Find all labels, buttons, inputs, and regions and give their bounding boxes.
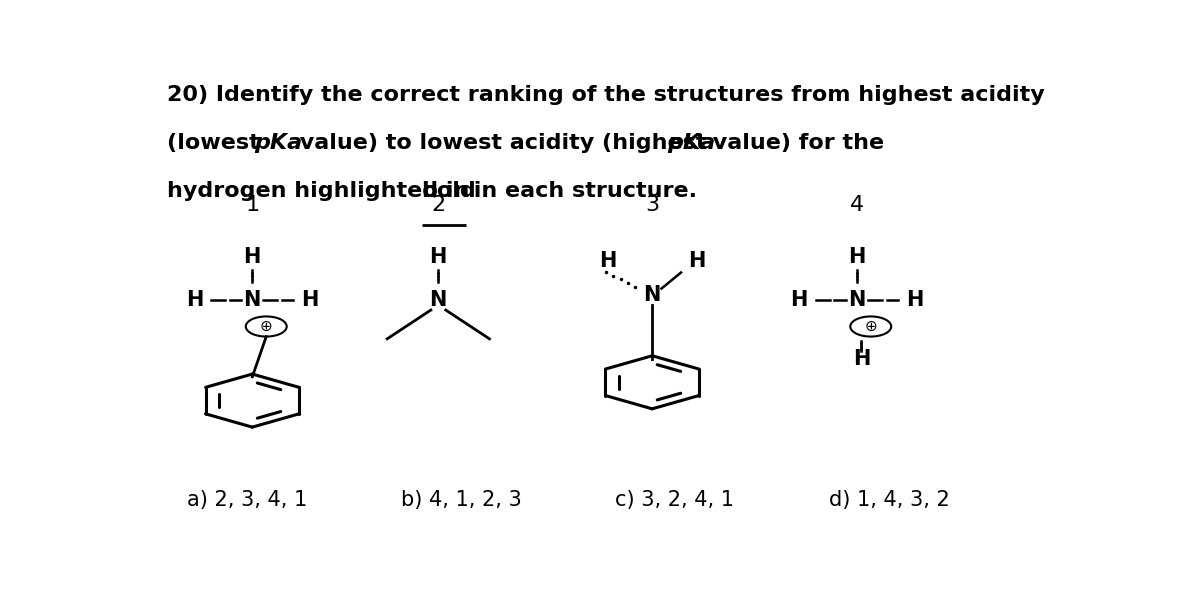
Text: N: N (848, 290, 865, 310)
Text: ⊕: ⊕ (260, 319, 272, 334)
Text: hydrogen highlighted in: hydrogen highlighted in (167, 181, 476, 201)
Text: H: H (688, 251, 706, 271)
Text: bold: bold (421, 181, 476, 201)
Text: b) 4, 1, 2, 3: b) 4, 1, 2, 3 (401, 491, 522, 510)
Text: 3: 3 (646, 195, 659, 215)
Text: 2: 2 (431, 195, 445, 215)
Text: value) to lowest acidity (highest: value) to lowest acidity (highest (293, 133, 714, 153)
Text: H: H (186, 290, 203, 310)
Text: H: H (244, 247, 260, 267)
Text: H: H (791, 290, 808, 310)
Text: pKa: pKa (667, 133, 715, 153)
Text: N: N (244, 290, 260, 310)
Text: H: H (853, 349, 870, 369)
Text: d) 1, 4, 3, 2: d) 1, 4, 3, 2 (829, 491, 949, 510)
Text: N: N (430, 290, 446, 310)
Text: pKa: pKa (254, 133, 302, 153)
Text: c) 3, 2, 4, 1: c) 3, 2, 4, 1 (616, 491, 734, 510)
Text: in each structure.: in each structure. (466, 181, 697, 201)
Text: 1: 1 (245, 195, 259, 215)
Text: value) for the: value) for the (706, 133, 884, 153)
Text: H: H (599, 251, 617, 271)
Text: H: H (848, 247, 865, 267)
Text: 4: 4 (850, 195, 864, 215)
Text: H: H (430, 247, 446, 267)
Text: H: H (301, 290, 319, 310)
Text: 20) Identify the correct ranking of the structures from highest acidity: 20) Identify the correct ranking of the … (167, 85, 1044, 105)
Text: N: N (643, 285, 661, 305)
Text: (lowest: (lowest (167, 133, 268, 153)
Text: H: H (906, 290, 923, 310)
Text: a) 2, 3, 4, 1: a) 2, 3, 4, 1 (187, 491, 307, 510)
Text: ⊕: ⊕ (864, 319, 877, 334)
